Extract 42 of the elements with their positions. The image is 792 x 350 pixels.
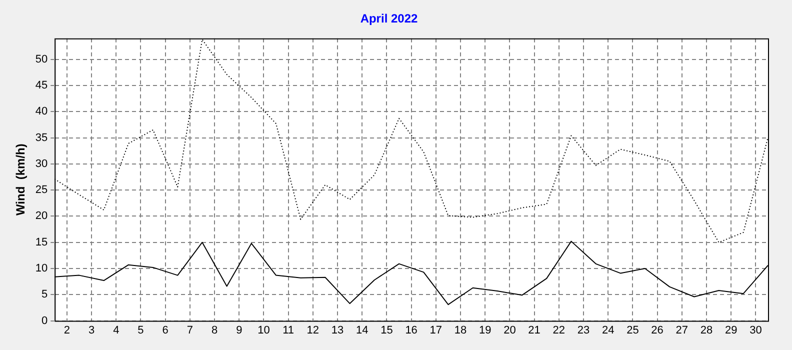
x-tick-label: 29 — [724, 324, 738, 336]
x-tick-label: 9 — [236, 324, 242, 336]
y-tick-label: 0 — [42, 314, 48, 327]
y-tick-label: 40 — [35, 106, 48, 118]
x-tick-label: 22 — [552, 324, 566, 336]
y-tick-label: 50 — [35, 53, 48, 66]
x-tick-label: 18 — [454, 324, 467, 336]
y-tick-label: 45 — [35, 80, 48, 92]
x-tick-label: 11 — [282, 324, 294, 336]
x-tick-label: 30 — [750, 324, 762, 336]
x-tick-label: 24 — [602, 324, 614, 336]
x-tick-label: 23 — [577, 324, 590, 336]
x-tick-label: 7 — [186, 324, 193, 336]
x-tick-label: 26 — [651, 324, 664, 336]
y-axis-title: Wind (km/h) — [14, 144, 28, 216]
x-tick-label: 13 — [331, 324, 344, 336]
x-tick-label: 2 — [64, 324, 70, 336]
x-tick-label: 10 — [258, 324, 270, 336]
x-tick-label: 15 — [380, 324, 393, 336]
x-tick-label: 27 — [676, 324, 688, 336]
x-tick-label: 14 — [356, 324, 368, 336]
x-tick-label: 5 — [138, 324, 144, 336]
x-tick-label: 21 — [528, 324, 540, 336]
y-tick-label: 30 — [35, 158, 48, 170]
x-tick-label: 4 — [113, 324, 120, 336]
chart-title: April 2022 — [360, 12, 418, 26]
x-tick-label: 12 — [306, 324, 320, 336]
y-tick-label: 20 — [35, 210, 48, 222]
y-tick-label: 35 — [35, 132, 48, 144]
x-tick-label: 19 — [478, 324, 492, 336]
y-tick-label: 15 — [35, 236, 48, 248]
x-tick-label: 28 — [700, 324, 713, 336]
x-tick-label: 16 — [405, 324, 418, 336]
y-tick-label: 5 — [42, 288, 48, 301]
x-tick-label: 17 — [430, 324, 442, 336]
x-tick-label: 3 — [88, 324, 95, 336]
y-tick-label: 25 — [35, 184, 48, 196]
y-tick-label: 10 — [35, 262, 48, 275]
x-tick-label: 20 — [504, 324, 516, 336]
x-tick-label: 6 — [162, 324, 168, 336]
x-tick-label: 25 — [626, 324, 639, 336]
x-tick-label: 8 — [211, 324, 218, 336]
